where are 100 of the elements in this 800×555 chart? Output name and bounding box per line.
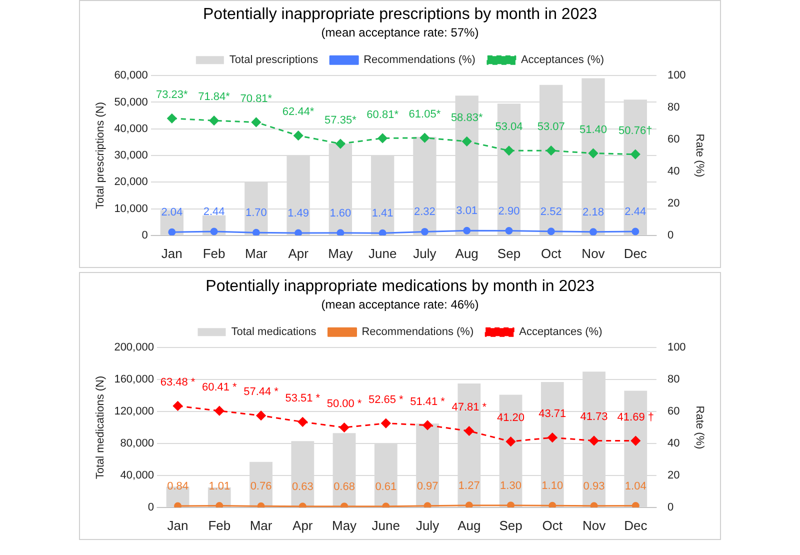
data-label: 57.44 * [244,386,280,398]
x-tick-label: Dec [624,246,648,261]
x-tick-label: Sep [497,246,521,261]
data-label: 0.84 [167,480,188,493]
x-tick-label: Apr [292,518,314,533]
y-tick-label: 10,000 [114,202,148,215]
point [588,148,598,158]
data-label: 47.81 * [452,402,488,414]
point [630,436,640,446]
data-label: 3.01 [456,205,478,218]
data-label: 53.07 [537,121,565,134]
point [340,422,350,432]
x-tick-label: June [372,518,400,533]
point [505,227,513,235]
data-label: 60.81* [366,108,400,121]
point [294,130,304,140]
chart-subtitle: (mean acceptance rate: 46%) [321,298,479,312]
point [173,401,183,411]
data-label: 63.48 * [160,376,196,388]
point [298,417,308,427]
point [420,228,428,236]
point [167,114,177,124]
y2-tick-label: 40 [667,166,680,178]
data-label: 0.93 [583,480,605,492]
data-label: 43.71 [538,408,566,420]
point [378,133,388,143]
point [378,229,386,236]
data-label: 0.76 [250,480,272,493]
y-tick-label: 30,000 [114,150,148,162]
data-label: 2.18 [582,206,604,218]
x-tick-label: Jan [167,518,188,533]
data-label: 1.60 [330,207,352,220]
data-label: 52.65 * [368,394,404,406]
y-tick-label: 0 [148,501,154,514]
data-label: 41.20 [497,412,525,424]
chart-title: Potentially inappropriate medications by month in 2023 [206,278,594,296]
point [546,146,556,156]
x-tick-label: July [416,518,440,533]
data-label: 51.40 [579,124,608,136]
data-label: 50.00 * [326,398,362,410]
chart-subtitle: (mean acceptance rate: 57%) [321,26,479,40]
x-tick-label: Oct [540,246,562,261]
legend-label: Recommendations (%) [362,326,474,338]
y2-axis-title: Rate (%) [693,134,706,178]
x-tick-label: June [368,246,397,261]
data-label: 41.69 † [617,411,654,424]
y-tick-label: 80,000 [120,438,154,450]
y2-tick-label: 100 [667,70,686,82]
data-label: 57.35* [324,114,358,126]
x-tick-label: Nov [582,246,606,261]
data-label: 1.10 [542,480,564,492]
x-tick-label: May [332,518,358,533]
point [462,136,472,146]
data-label: 2.90 [498,205,520,218]
x-tick-label: Dec [624,518,648,533]
data-label: 1.30 [500,480,522,492]
data-label: 41.73 [580,411,608,424]
y-tick-label: 40,000 [114,122,148,135]
x-tick-label: Sep [499,518,522,533]
point [336,229,344,236]
data-label: 0.61 [375,480,397,493]
x-tick-label: Apr [288,246,310,261]
point [589,436,599,446]
point [507,502,515,508]
data-label: 53.51 * [285,392,321,404]
point [632,228,640,236]
point [632,502,640,508]
y2-tick-label: 20 [667,469,680,482]
data-label: 58.83* [450,112,484,124]
point [214,406,224,416]
data-label: 1.70 [245,207,267,220]
y-tick-label: 50,000 [114,96,148,108]
y2-tick-label: 100 [667,342,686,354]
point [336,139,346,149]
data-label: 1.41 [372,208,394,220]
x-tick-label: Nov [582,518,606,533]
data-label: 0.97 [416,480,438,492]
point [506,436,516,446]
y-tick-label: 160,000 [114,374,154,386]
point [294,229,302,236]
point [422,420,432,430]
data-label: 1.49 [288,208,310,220]
point [420,133,430,143]
y2-tick-label: 80 [667,102,680,114]
x-tick-label: Aug [455,246,478,261]
data-label: 2.52 [540,206,562,218]
y-tick-label: 60,000 [114,70,148,82]
data-label: 51.41 * [410,396,446,408]
y2-tick-label: 20 [667,197,680,210]
y2-tick-label: 60 [667,406,680,418]
data-label: 73.23* [156,88,189,101]
legend-label: Recommendations (%) [364,54,476,66]
x-tick-label: Aug [458,518,481,533]
point [168,228,176,236]
y2-axis-title: Rate (%) [693,406,706,450]
y-tick-label: 40,000 [120,469,154,482]
point [463,226,471,234]
data-label: 1.27 [458,480,480,492]
y-tick-label: 120,000 [114,406,154,418]
point [210,228,218,236]
